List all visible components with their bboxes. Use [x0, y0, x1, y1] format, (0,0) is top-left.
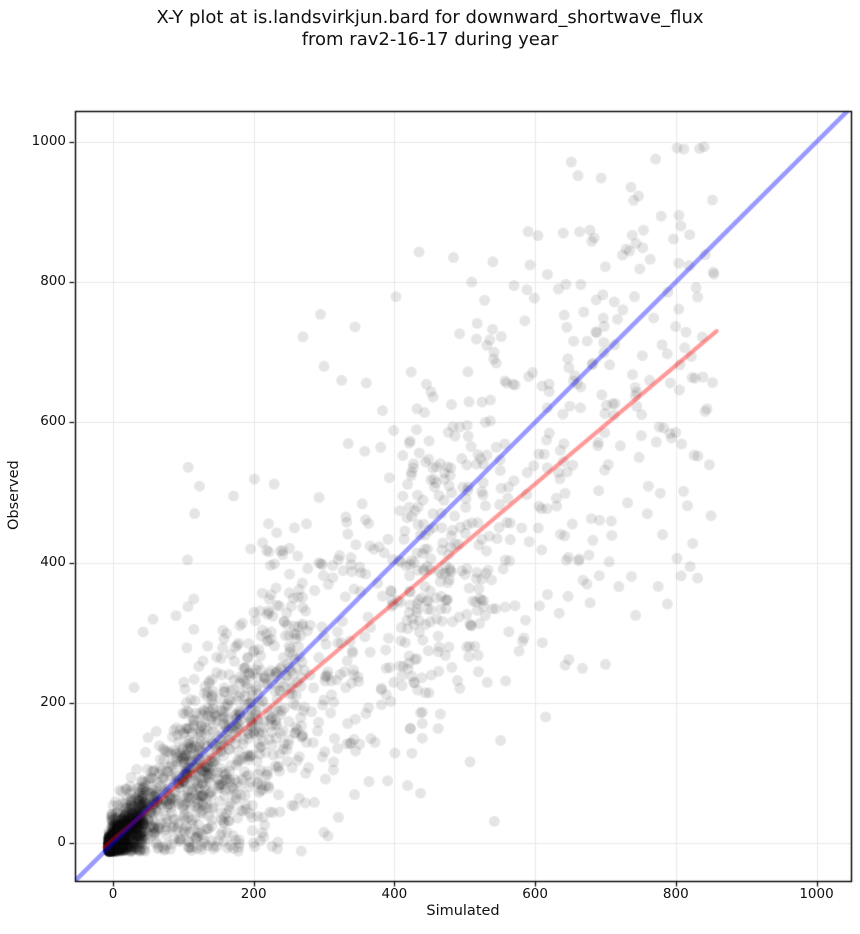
y-axis-label: Observed — [6, 460, 22, 530]
x-tick-label: 400 — [381, 886, 408, 902]
y-tick-label: 800 — [40, 273, 66, 290]
x-tick-label: 0 — [108, 886, 118, 902]
x-axis-label: Simulated — [426, 903, 500, 919]
y-tick-label: 200 — [40, 693, 66, 710]
y-tick-label: 1000 — [31, 132, 66, 149]
x-tick-label: 600 — [522, 886, 548, 902]
y-tick-label: 400 — [40, 553, 66, 570]
x-tick-label: 1000 — [799, 886, 834, 902]
y-tick-label: 600 — [40, 413, 66, 430]
x-tick-label: 800 — [662, 886, 689, 902]
x-tick-label: 200 — [240, 886, 267, 902]
y-tick-label: 0 — [57, 834, 66, 851]
